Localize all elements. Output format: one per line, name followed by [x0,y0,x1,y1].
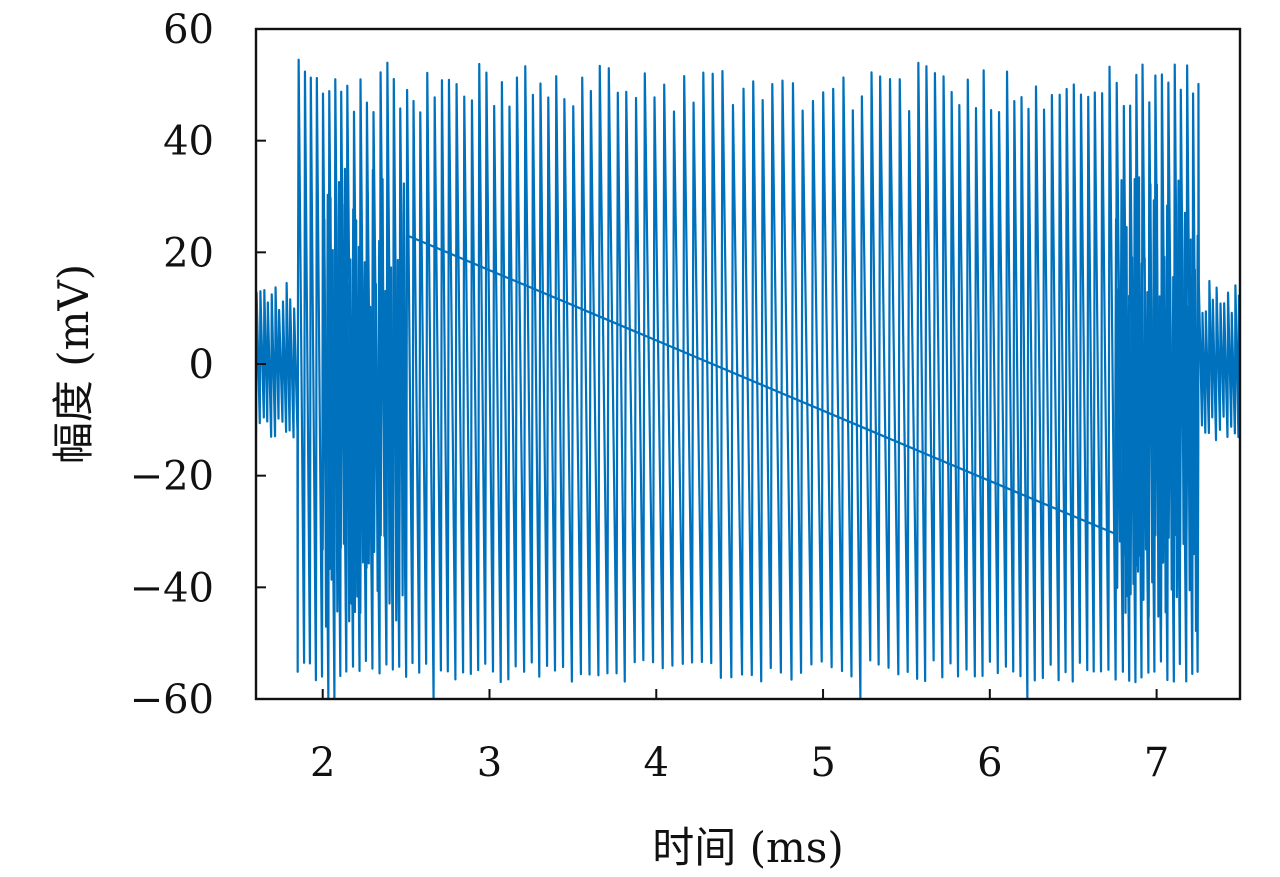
signal-trace-layer [256,58,1240,699]
x-tick-label: 7 [1144,740,1169,786]
y-tick-label: −40 [130,565,214,611]
y-tick-label: 20 [163,230,214,276]
x-tick-label: 5 [810,740,835,786]
y-axis-label: 幅度 (mV) [49,264,98,464]
y-tick-label: 0 [189,342,214,388]
signal-trace-dense [321,167,1199,632]
y-tick-label: 60 [163,7,214,53]
y-tick-label: −60 [130,677,214,723]
x-tick-label: 4 [644,740,669,786]
y-tick-label: −20 [130,454,214,500]
x-tick-label: 6 [977,740,1002,786]
x-tick-label: 3 [477,740,502,786]
x-axis-ticks: 2 3 4 5 6 7 [310,689,1169,786]
y-axis-ticks: 60 40 20 0 −20 −40 −60 [130,7,266,723]
x-tick-label: 2 [310,740,335,786]
x-axis-label: 时间 (ms) [652,823,844,872]
y-tick-label: 40 [163,119,214,165]
